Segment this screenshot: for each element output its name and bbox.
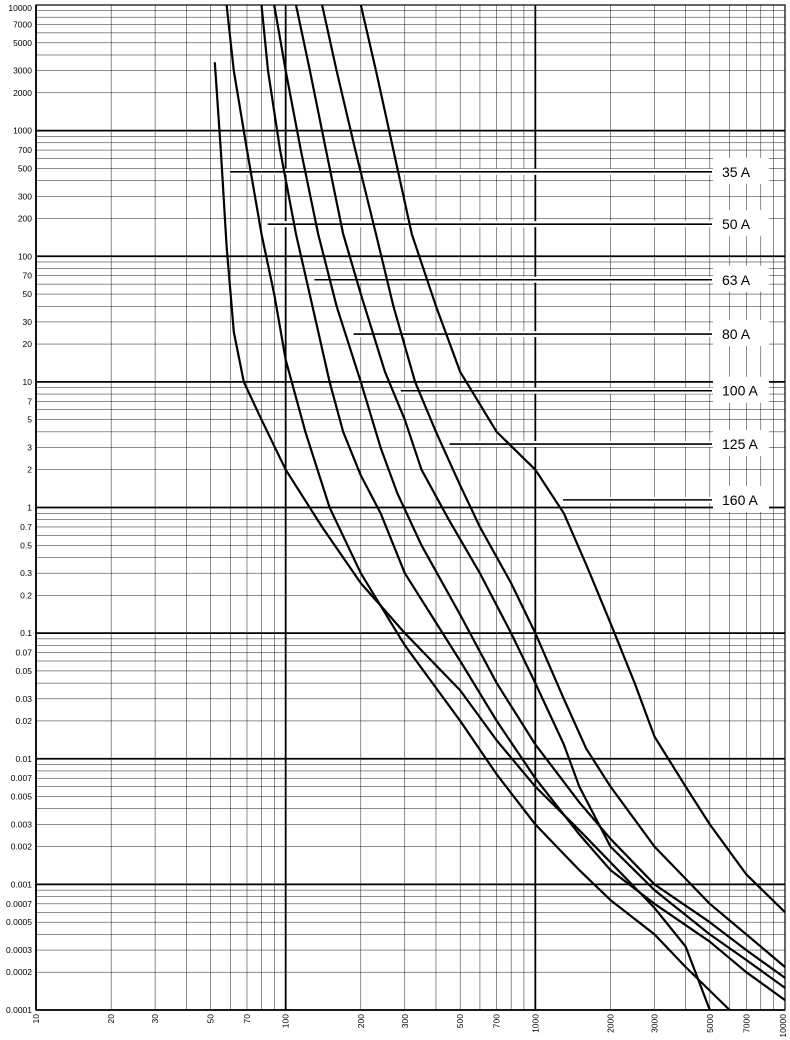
y-tick-label: 0.01 <box>15 754 32 764</box>
y-tick-label: 0.0005 <box>6 917 32 927</box>
x-tick-label: 70 <box>242 1014 252 1024</box>
x-tick-label: 7000 <box>741 1014 751 1033</box>
series-curve-125a <box>321 4 786 968</box>
y-tick-label: 0.005 <box>11 792 33 802</box>
x-tick-label: 300 <box>400 1014 410 1028</box>
series-labels: 35 A 50 A 63 A 80 A 100 A 125 A 160 A <box>713 157 769 512</box>
x-tick-label: 1000 <box>530 1014 540 1033</box>
y-tick-label: 20 <box>23 339 33 349</box>
series-curve-100a <box>294 4 786 989</box>
y-tick-label: 30 <box>23 317 33 327</box>
y-tick-label: 200 <box>18 213 32 223</box>
y-tick-label: 0.5 <box>20 540 32 550</box>
series-label: 100 A <box>722 383 758 399</box>
y-tick-label: 300 <box>18 191 32 201</box>
y-tick-label: 2000 <box>13 88 32 98</box>
x-tick-label: 10000 <box>778 1014 788 1038</box>
series-label-box <box>713 265 769 292</box>
series-label-box <box>713 210 769 237</box>
y-tick-label: 0.07 <box>15 648 32 658</box>
y-tick-label: 50 <box>23 289 33 299</box>
y-tick-label: 1 <box>27 503 32 513</box>
y-tick-label: 0.1 <box>20 628 32 638</box>
y-tick-label: 5 <box>27 415 32 425</box>
y-tick-label: 100 <box>18 251 32 261</box>
y-tick-label: 1000 <box>13 126 32 136</box>
x-tick-label: 5000 <box>705 1014 715 1033</box>
x-tick-label: 200 <box>356 1014 366 1028</box>
y-tick-label: 0.02 <box>15 716 32 726</box>
y-tick-label: 0.002 <box>11 842 33 852</box>
series-label-box <box>713 376 769 403</box>
y-tick-label: 70 <box>23 271 33 281</box>
label-leaders <box>230 168 713 503</box>
series-curve-80a <box>273 4 786 979</box>
y-tick-label: 0.3 <box>20 568 32 578</box>
series-curve-160a <box>359 4 786 913</box>
y-tick-label: 3 <box>27 443 32 453</box>
x-tick-label: 700 <box>492 1014 502 1028</box>
y-tick-label: 7000 <box>13 19 32 29</box>
y-tick-label: 10000 <box>8 3 32 13</box>
y-tick-label: 700 <box>18 145 32 155</box>
series-label: 63 A <box>722 272 751 288</box>
y-tick-label: 0.007 <box>11 773 33 783</box>
y-tick-label: 3000 <box>13 66 32 76</box>
series-label-box <box>713 320 769 347</box>
series-label: 80 A <box>722 326 751 342</box>
y-tick-label: 0.7 <box>20 522 32 532</box>
plot-frame <box>35 4 786 1011</box>
y-tick-label: 0.0007 <box>6 899 32 909</box>
series-label-box <box>713 485 769 512</box>
series-label: 35 A <box>722 164 751 180</box>
y-tick-label: 2 <box>27 465 32 475</box>
y-tick-label: 7 <box>27 396 32 406</box>
series-label: 125 A <box>722 436 758 452</box>
y-tick-label: 0.003 <box>11 819 33 829</box>
y-tick-label: 0.0001 <box>6 1005 32 1015</box>
series-label: 50 A <box>722 216 751 232</box>
x-tick-label: 30 <box>150 1014 160 1024</box>
series-curve-50a <box>225 4 731 1011</box>
y-tick-label: 500 <box>18 163 32 173</box>
x-tick-label: 10 <box>31 1014 41 1024</box>
x-tick-label: 500 <box>455 1014 465 1028</box>
series-curves <box>213 4 786 1011</box>
y-tick-label: 10 <box>23 377 33 387</box>
x-tick-label: 3000 <box>650 1014 660 1033</box>
series-label-box <box>713 157 769 184</box>
tick-labels: 1000070005000300020001000700500300200100… <box>6 3 788 1038</box>
y-tick-label: 0.03 <box>15 694 32 704</box>
y-tick-label: 0.2 <box>20 590 32 600</box>
series-label-box <box>713 430 769 457</box>
x-tick-label: 100 <box>281 1014 291 1028</box>
y-tick-label: 0.0003 <box>6 945 32 955</box>
y-tick-label: 5000 <box>13 38 32 48</box>
series-curve-63a <box>260 4 786 1001</box>
y-tick-label: 0.0002 <box>6 967 32 977</box>
series-label: 160 A <box>722 492 758 508</box>
x-tick-label: 2000 <box>606 1014 616 1033</box>
x-tick-label: 50 <box>206 1014 216 1024</box>
y-tick-label: 0.001 <box>11 879 33 889</box>
y-tick-label: 0.05 <box>15 666 32 676</box>
x-tick-label: 20 <box>106 1014 116 1024</box>
